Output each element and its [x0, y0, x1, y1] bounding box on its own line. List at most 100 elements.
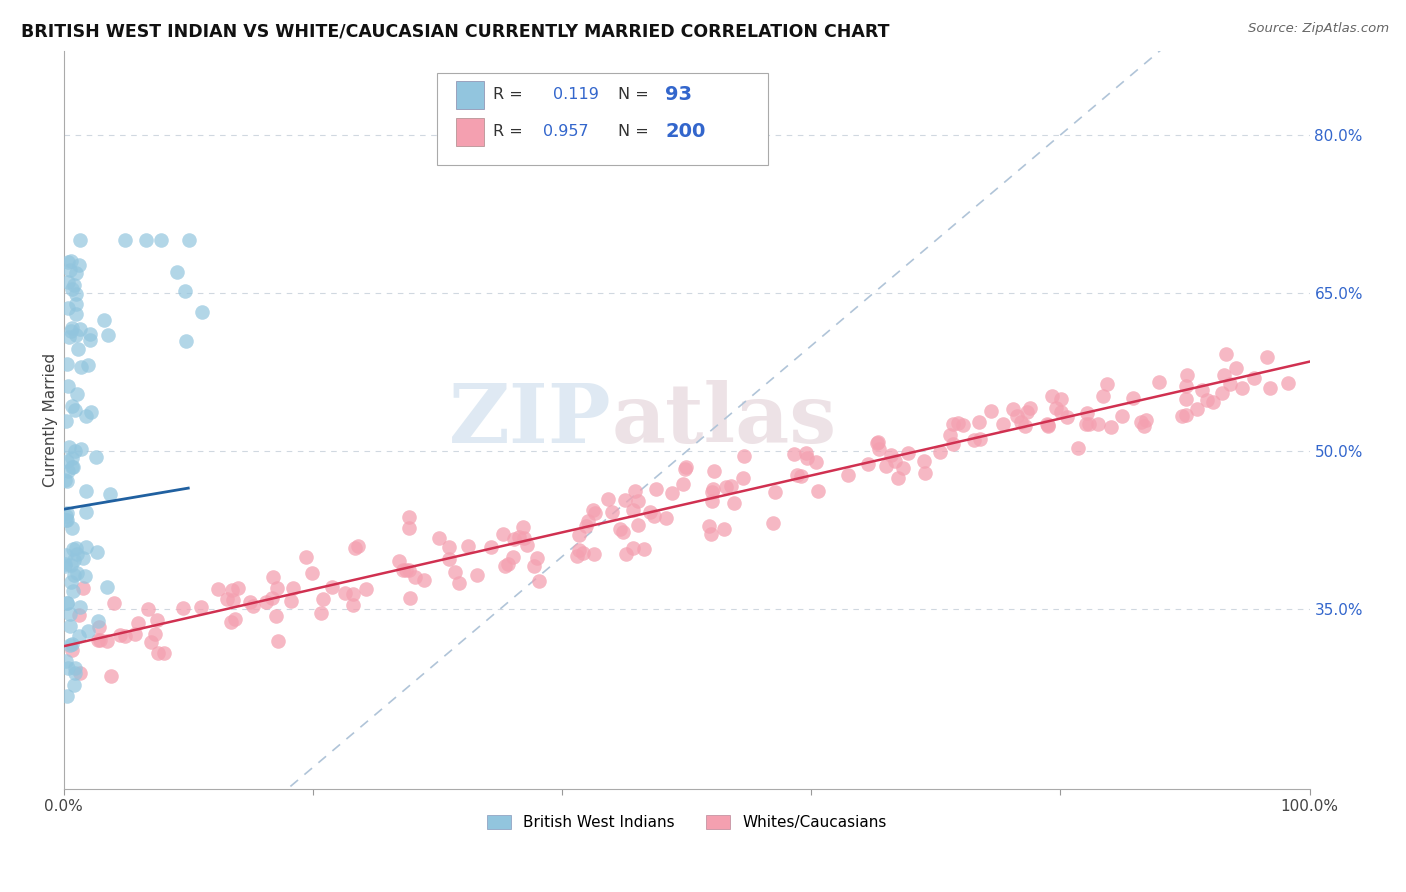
Point [1018, 401, 1040, 416]
Point [697, 519, 720, 533]
Point [190, 599, 212, 614]
Point [242, 599, 264, 613]
Point [731, 471, 754, 485]
Point [655, 511, 678, 525]
Point [60, 521, 83, 535]
Point [73, 569, 96, 583]
Point [69, 322, 91, 336]
Point [172, 600, 194, 615]
Point [63, 665, 86, 680]
Point [59, 558, 82, 573]
Point [624, 484, 647, 499]
Point [444, 565, 467, 579]
Text: R =: R = [494, 87, 533, 103]
Point [1074, 417, 1097, 431]
Point [139, 634, 162, 648]
Point [508, 530, 530, 544]
Point [516, 538, 538, 552]
Point [1097, 376, 1119, 391]
Point [219, 615, 242, 629]
Point [72, 551, 94, 566]
Point [868, 434, 890, 449]
Point [1147, 375, 1170, 389]
Point [512, 519, 534, 533]
Point [763, 484, 786, 499]
Point [70, 442, 93, 456]
Point [301, 566, 323, 580]
Point [963, 433, 986, 447]
Point [217, 592, 239, 607]
Point [89, 620, 111, 634]
Point [614, 547, 637, 561]
Point [644, 483, 666, 497]
Point [55, 513, 77, 527]
Point [1213, 368, 1236, 383]
Point [1175, 379, 1198, 393]
Point [65, 307, 87, 321]
Point [266, 608, 288, 623]
Point [143, 627, 166, 641]
Point [392, 563, 415, 577]
Point [55, 507, 77, 521]
Point [55, 509, 77, 524]
Point [66, 387, 89, 401]
Point [627, 517, 650, 532]
Point [914, 467, 936, 481]
Point [62, 277, 84, 292]
Point [62, 459, 84, 474]
Point [1191, 383, 1213, 397]
Point [69, 665, 91, 680]
Point [63, 678, 86, 692]
Point [67, 258, 90, 272]
Point [1129, 415, 1152, 429]
Point [333, 586, 356, 600]
Point [1133, 418, 1156, 433]
Point [723, 495, 745, 509]
Text: N =: N = [619, 87, 654, 103]
Point [146, 614, 169, 628]
Point [87, 632, 110, 647]
Point [114, 629, 136, 643]
Point [58, 661, 80, 675]
Point [575, 518, 598, 533]
Point [56, 512, 79, 526]
Point [700, 527, 723, 541]
Point [98, 487, 121, 501]
Point [173, 284, 195, 298]
Point [60, 450, 83, 465]
Point [1122, 391, 1144, 405]
Point [868, 442, 890, 456]
Point [437, 540, 460, 554]
Point [267, 634, 290, 648]
Point [437, 552, 460, 566]
Point [55, 559, 77, 574]
Point [114, 234, 136, 248]
Point [56, 596, 79, 610]
Point [481, 540, 503, 554]
Point [1056, 410, 1078, 425]
Point [576, 514, 599, 528]
FancyBboxPatch shape [456, 118, 484, 146]
Point [672, 476, 695, 491]
Point [583, 506, 606, 520]
Point [427, 532, 450, 546]
Text: atlas: atlas [612, 380, 837, 459]
Point [1256, 350, 1278, 364]
Text: 93: 93 [665, 86, 692, 104]
Point [388, 553, 411, 567]
Point [790, 469, 813, 483]
Point [703, 464, 725, 478]
Point [149, 234, 172, 248]
Text: 0.957: 0.957 [543, 124, 589, 139]
Point [96, 580, 118, 594]
Point [136, 602, 159, 616]
Point [1087, 417, 1109, 431]
Point [568, 528, 591, 542]
Point [65, 297, 87, 311]
Point [221, 582, 243, 597]
FancyBboxPatch shape [456, 81, 484, 109]
Point [152, 646, 174, 660]
Point [783, 447, 806, 461]
Legend: British West Indians, Whites/Caucasians: British West Indians, Whites/Caucasians [481, 808, 893, 836]
Point [1187, 401, 1209, 416]
